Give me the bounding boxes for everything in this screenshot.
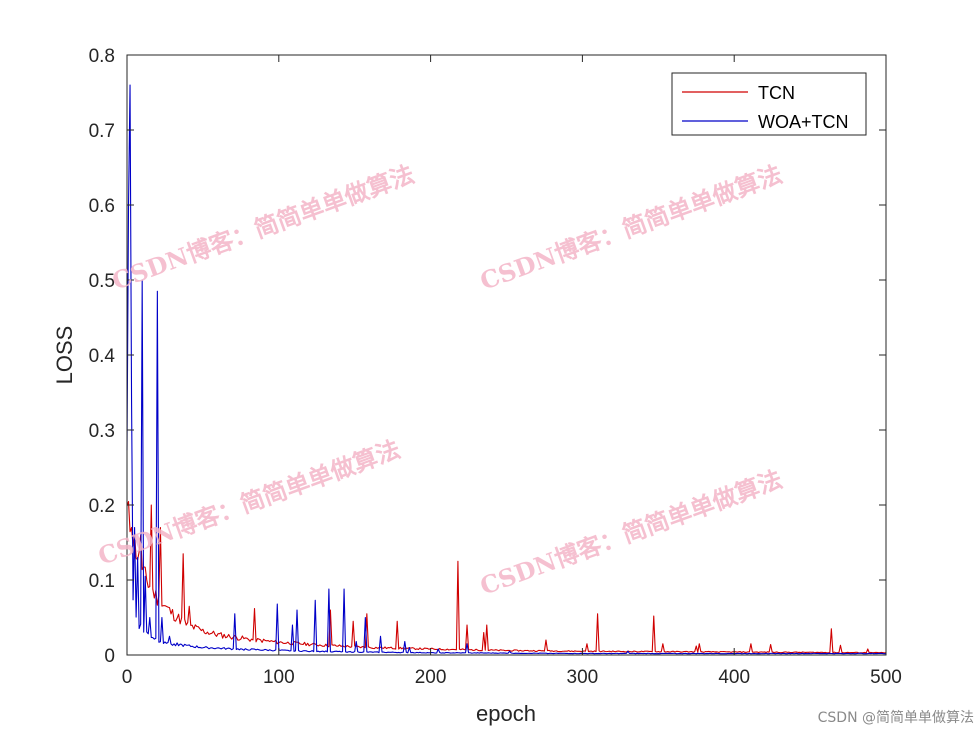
legend-label-woa-tcn: WOA+TCN (758, 112, 849, 132)
y-tick-label: 0.7 (89, 121, 115, 142)
series-layer (126, 84, 887, 655)
x-tick-label: 0 (122, 667, 133, 688)
y-tick-label: 0.4 (89, 346, 116, 367)
y-tick-label: 0.1 (89, 571, 115, 592)
y-tick-label: 0.8 (89, 46, 115, 67)
axes: 0 100 200 300 400 500 0 0.1 0.2 0.3 0.4 0.5 0.6 0.7 0.… (89, 46, 902, 688)
legend-label-tcn: TCN (758, 83, 795, 103)
x-tick-label: 300 (567, 667, 599, 688)
y-tick-label: 0.5 (89, 271, 115, 292)
y-tick-label: 0.6 (89, 196, 115, 217)
x-axis-label: epoch (476, 701, 536, 726)
x-tick-label: 400 (718, 667, 750, 688)
y-tick-label: 0.2 (89, 496, 115, 517)
plot-area (127, 55, 886, 655)
series-line-tcn (126, 500, 887, 654)
y-tick-label: 0 (104, 646, 115, 667)
series-line-woa-tcn (126, 84, 887, 655)
csdn-credit: CSDN @简简单单做算法 (817, 710, 974, 726)
legend: TCN WOA+TCN (671, 72, 867, 136)
legend-box (671, 72, 867, 136)
x-tick-label: 500 (870, 667, 902, 688)
x-tick-label: 200 (415, 667, 447, 688)
y-tick-label: 0.3 (89, 421, 115, 442)
y-axis-label: LOSS (52, 326, 77, 385)
x-tick-label: 100 (263, 667, 295, 688)
